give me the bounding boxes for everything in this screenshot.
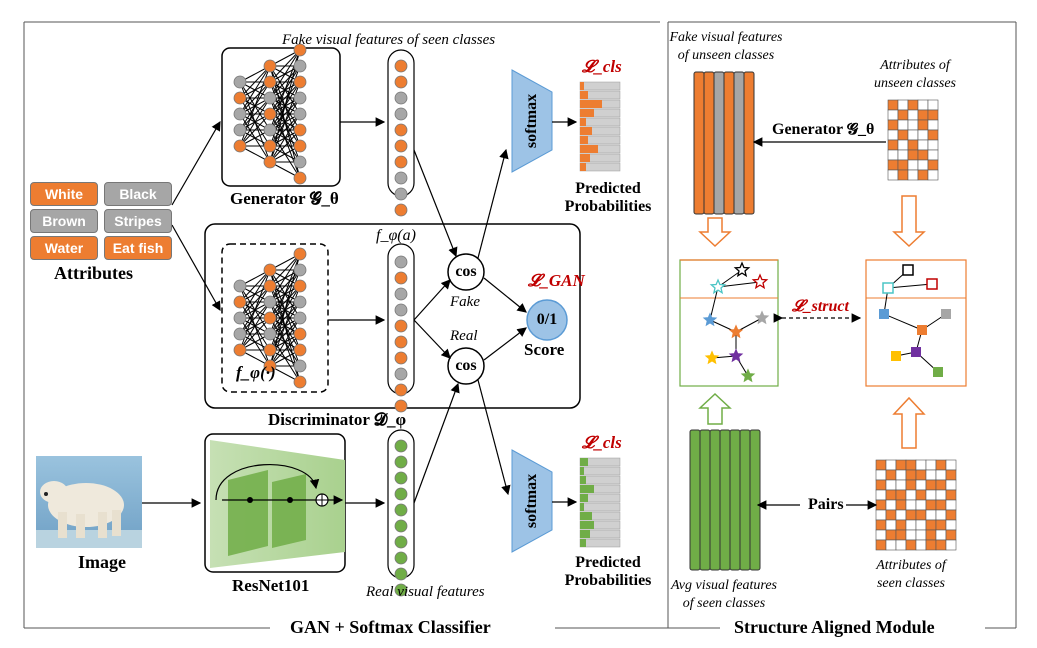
left-panel-frame: [23, 21, 660, 628]
cos-fake-label: cos: [455, 263, 477, 280]
softmax-top: [511, 69, 553, 173]
avg-visual-line1: Avg visual features: [670, 578, 778, 593]
star-unseen-2: [751, 273, 769, 290]
fake-features-label: Fake visual features of seen classes: [282, 32, 496, 48]
real-features-label: Real visual features: [366, 584, 485, 600]
attributes-unseen-grid: [887, 99, 939, 181]
hollow-arrows: [698, 195, 926, 449]
score-label: Score: [524, 340, 565, 359]
attributes-seen-grid: [875, 459, 957, 551]
score-node: [526, 299, 568, 341]
attribute-chip-brown: Brown: [30, 209, 98, 233]
right-generator-label: Generator 𝓖_θ: [772, 121, 875, 139]
loss-gan-label: 𝓛_GAN: [528, 271, 585, 290]
polar-bear-image: [36, 456, 142, 548]
f-phi-dashed-box: [221, 243, 329, 393]
fake-label: Fake: [450, 294, 480, 310]
attribute-chip-white: White: [30, 182, 98, 206]
star-seen-3: [754, 310, 770, 325]
star-seen-6: [740, 368, 756, 383]
fake-unseen-line2: of unseen classes: [677, 48, 775, 63]
softmax-bottom: [511, 449, 553, 553]
attribute-chip-black: Black: [104, 182, 172, 206]
attribute-chip-water: Water: [30, 236, 98, 260]
star-seen-1: [702, 312, 718, 327]
cos-fake-node: [447, 253, 485, 291]
f-phi-label: f_φ(·): [236, 363, 276, 382]
generator-network: [233, 43, 307, 185]
attribute-graph: [879, 264, 951, 377]
score-value: 0/1: [536, 311, 558, 328]
loss-struct-label: 𝓛_struct: [792, 298, 849, 315]
star-unseen-3: [709, 278, 727, 295]
real-label: Real: [450, 328, 478, 344]
star-unseen-1: [733, 261, 751, 278]
fake-unseen-line1: Fake visual features: [669, 30, 783, 45]
left-footer-title: GAN + Softmax Classifier: [290, 617, 491, 637]
loss-cls-top-label: 𝓛_cls: [582, 57, 622, 76]
attribute-chip-stripes: Stripes: [104, 209, 172, 233]
loss-cls-bottom-label: 𝓛_cls: [582, 433, 622, 452]
cos-real-node: [447, 347, 485, 385]
predicted-bottom-line2: Probabilities: [564, 572, 652, 589]
predicted-top-line2: Probabilities: [564, 198, 652, 215]
f-phi-a-label: f_φ(a): [376, 227, 416, 244]
star-seen-4: [728, 348, 744, 363]
right-footer-title: Structure Aligned Module: [734, 617, 935, 637]
probability-bars-bottom: [579, 457, 621, 548]
probability-bars-top: [579, 81, 621, 172]
softmax-bottom-label: softmax: [523, 473, 540, 529]
generator-label: Generator 𝓖_θ: [230, 189, 339, 208]
attribute-chip-eat-fish: Eat fish: [104, 236, 172, 260]
attributes-title: Attributes: [54, 263, 133, 283]
attr-seen-line2: seen classes: [876, 576, 946, 591]
avg-visual-line2: of seen classes: [682, 596, 766, 611]
attr-seen-line1: Attributes of: [876, 558, 946, 573]
attr-unseen-line2: unseen classes: [873, 76, 957, 91]
star-seen-2: [728, 324, 744, 339]
attribute-structure-box: [865, 259, 967, 387]
discriminator-network: [233, 247, 307, 389]
image-label: Image: [78, 552, 126, 572]
star-seen-5: [704, 350, 720, 365]
softmax-top-label: softmax: [523, 93, 540, 149]
pairs-label: Pairs: [808, 496, 844, 513]
fake-unseen-features: [693, 71, 755, 215]
cos-real-label: cos: [455, 357, 477, 374]
predicted-top-line1: Predicted: [575, 180, 641, 197]
discriminator-label: Discriminator 𝓓_φ: [268, 410, 407, 429]
avg-seen-features: [689, 429, 761, 571]
attr-unseen-line1: Attributes of: [880, 58, 950, 73]
resnet-label: ResNet101: [232, 576, 310, 595]
predicted-bottom-line1: Predicted: [575, 554, 641, 571]
